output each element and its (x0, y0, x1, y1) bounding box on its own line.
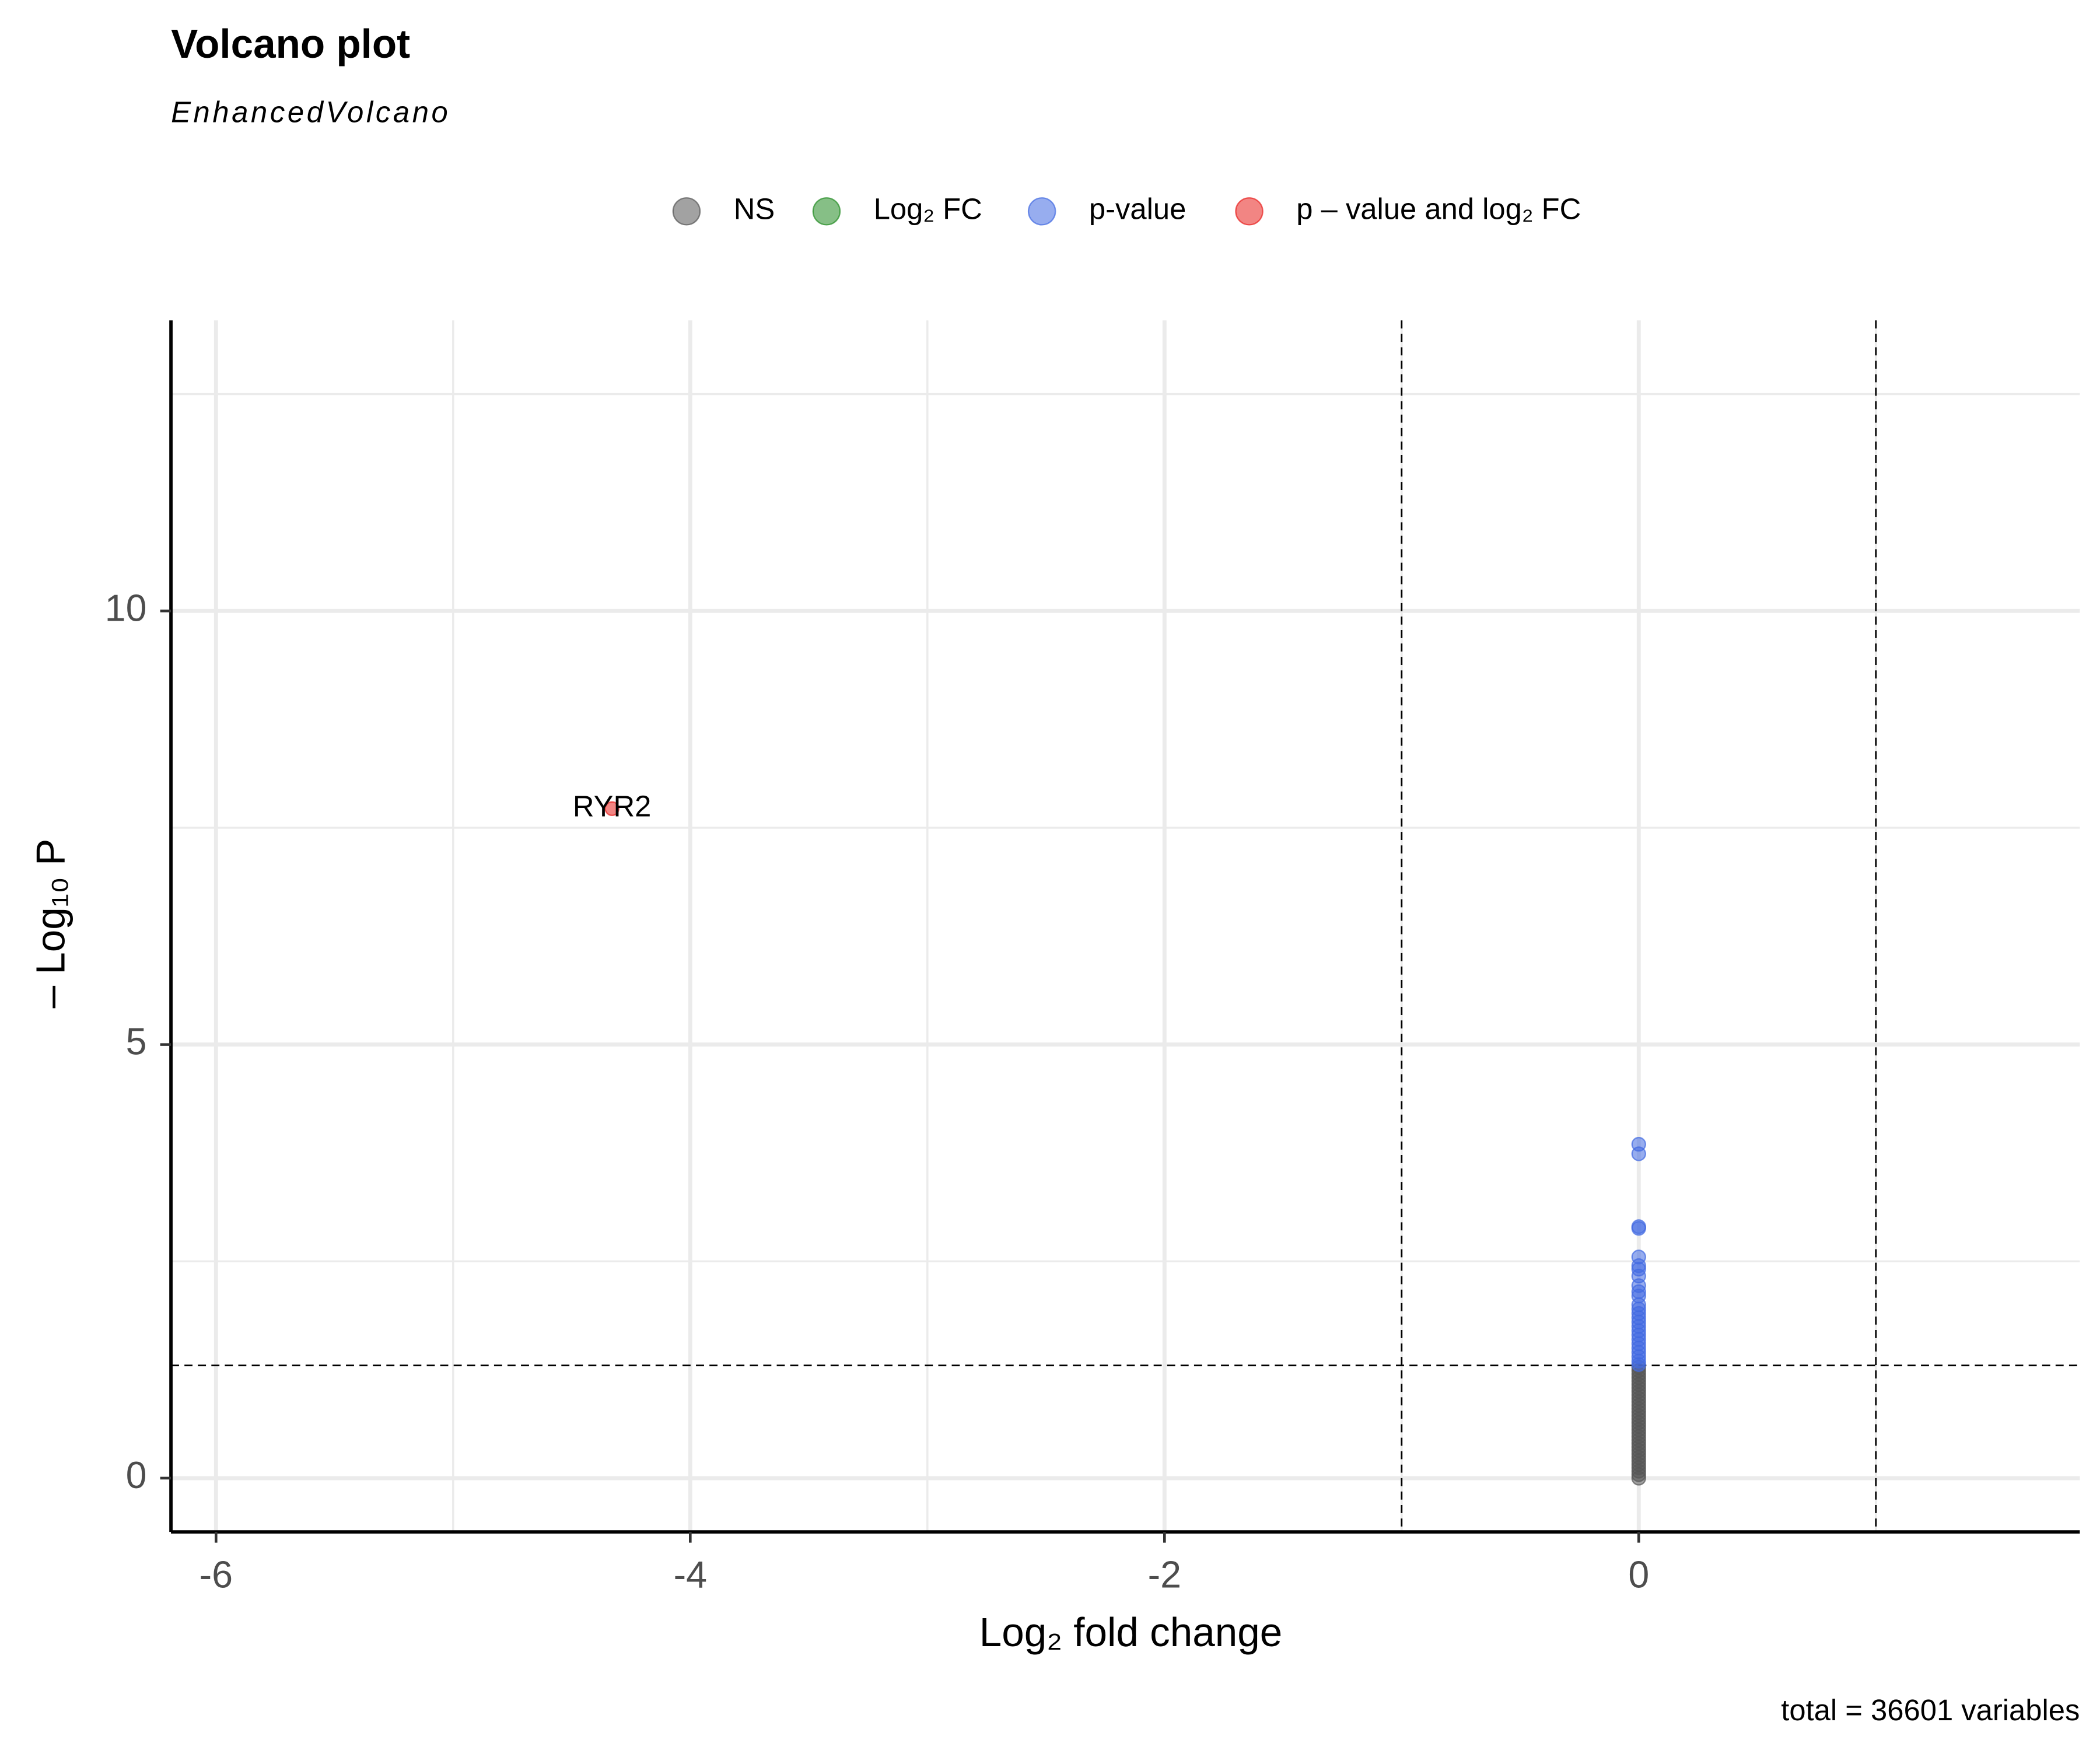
y-tick-label: 0 (126, 1454, 147, 1496)
legend-label: NS (734, 192, 775, 226)
x-tick-label: -2 (1148, 1554, 1181, 1596)
caption: total = 36601 variables (1781, 1693, 2080, 1727)
x-tick-label: -4 (674, 1554, 707, 1596)
y-axis-label: – Log₁₀ P (28, 839, 74, 1009)
legend-marker (672, 197, 701, 226)
legend-label: p-value (1089, 192, 1186, 226)
point-label: RYR2 (573, 790, 651, 823)
legend-marker (812, 197, 841, 226)
x-axis-label: Log₂ fold change (979, 1609, 1283, 1655)
chart-subtitle: EnhancedVolcano (171, 96, 450, 129)
point (1631, 1221, 1646, 1236)
y-tick-label: 10 (105, 587, 147, 629)
point (1631, 1146, 1646, 1161)
chart-title: Volcano plot (171, 21, 410, 66)
y-tick-label: 5 (126, 1021, 147, 1063)
legend-marker (1027, 197, 1056, 226)
point (604, 801, 620, 816)
x-tick-label: -6 (200, 1554, 233, 1596)
legend-marker (1235, 197, 1264, 226)
legend-label: p – value and log₂ FC (1296, 192, 1581, 226)
legend-label: Log₂ FC (874, 192, 982, 226)
x-tick-label: 0 (1628, 1554, 1649, 1596)
point (1631, 1357, 1646, 1372)
